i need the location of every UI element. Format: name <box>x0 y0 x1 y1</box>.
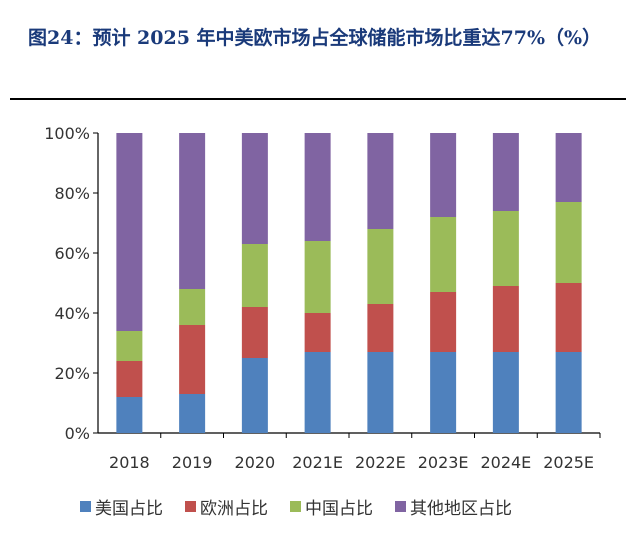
bar-segment <box>367 304 394 352</box>
bar-segment <box>492 133 519 211</box>
bar-segment <box>555 133 582 202</box>
bar-segment <box>367 229 394 304</box>
legend-swatch <box>395 501 406 512</box>
x-tick-label: 2020 <box>235 453 276 472</box>
legend-label: 欧洲占比 <box>200 499 268 519</box>
bar-segment <box>555 352 582 433</box>
y-tick-label: 100% <box>44 124 90 143</box>
legend: 美国占比 欧洲占比 中国占比 其他地区占比 <box>80 494 512 519</box>
bar-segment <box>367 133 394 229</box>
x-tick-label: 2019 <box>172 453 213 472</box>
title-divider <box>10 98 626 100</box>
bar-segment <box>555 283 582 352</box>
chart-title: 图24：预计 2025 年中美欧市场占全球储能市场比重达77%（%） <box>28 27 602 49</box>
bar-segment <box>492 286 519 352</box>
y-tick-label: 0% <box>65 424 90 443</box>
bar-segment <box>116 331 143 361</box>
legend-item: 美国占比 <box>80 494 163 519</box>
x-tick-label: 2025E <box>543 453 594 472</box>
legend-item: 中国占比 <box>290 494 373 519</box>
bar-segment <box>430 133 457 217</box>
bar-segment <box>241 358 268 433</box>
legend-label: 其他地区占比 <box>410 499 512 519</box>
bar-segment <box>555 202 582 283</box>
bar-segment <box>430 292 457 352</box>
bar-segment <box>492 352 519 433</box>
legend-swatch <box>185 501 196 512</box>
x-tick-label: 2024E <box>480 453 531 472</box>
bar-segment <box>116 133 143 331</box>
legend-swatch <box>80 501 91 512</box>
bar-segment <box>430 217 457 292</box>
bar-segment <box>492 211 519 286</box>
legend-label: 美国占比 <box>95 499 163 519</box>
bar-segment <box>241 244 268 307</box>
bar-segment <box>241 133 268 244</box>
bar-segment <box>179 394 206 433</box>
legend-item: 欧洲占比 <box>185 494 268 519</box>
x-tick-label: 2022E <box>355 453 406 472</box>
bar-segment <box>367 352 394 433</box>
legend-swatch <box>290 501 301 512</box>
y-tick-label: 40% <box>54 304 90 323</box>
x-tick-label: 2018 <box>109 453 150 472</box>
bar-segment <box>430 352 457 433</box>
bar-segment <box>304 241 331 313</box>
bar-segment <box>241 307 268 358</box>
bar-segment <box>116 397 143 433</box>
bar-segment <box>116 361 143 397</box>
bar-segment <box>304 352 331 433</box>
x-tick-label: 2021E <box>292 453 343 472</box>
x-tick-label: 2023E <box>418 453 469 472</box>
y-tick-label: 80% <box>54 184 90 203</box>
bar-segment <box>179 289 206 325</box>
bar-segment <box>304 313 331 352</box>
bar-segment <box>304 133 331 241</box>
bar-segment <box>179 325 206 394</box>
y-tick-label: 20% <box>54 364 90 383</box>
legend-label: 中国占比 <box>305 499 373 519</box>
bar-segment <box>179 133 206 289</box>
y-tick-label: 60% <box>54 244 90 263</box>
legend-item: 其他地区占比 <box>395 494 512 519</box>
